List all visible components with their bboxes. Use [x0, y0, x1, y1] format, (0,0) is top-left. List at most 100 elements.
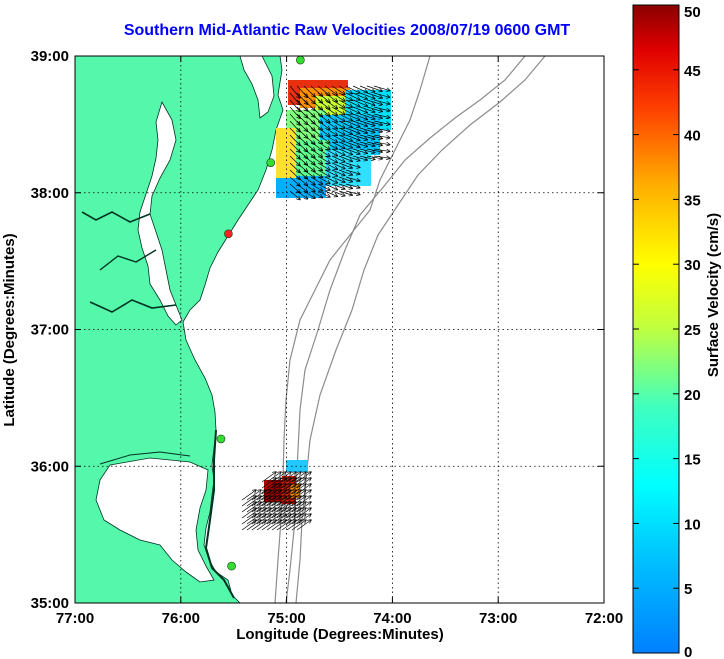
velocity-arrow	[246, 508, 261, 519]
velocity-arrow	[310, 162, 322, 171]
velocity-arrow	[246, 520, 261, 531]
velocity-arrow	[271, 472, 286, 483]
velocity-arrow	[276, 478, 291, 489]
station-markers	[216, 56, 305, 571]
velocity-arrow	[324, 190, 337, 196]
station-marker	[224, 229, 233, 239]
velocity-arrow	[271, 490, 286, 501]
velocity-arrow	[281, 520, 296, 531]
velocity-arrow	[338, 162, 352, 168]
x-axis-label: Longitude (Degrees:Minutes)	[236, 626, 444, 643]
rappahannock-river	[99, 249, 157, 271]
velocity-arrow	[251, 496, 266, 507]
colorbar-tick-label: 25	[684, 322, 701, 339]
velocity-arrow	[261, 502, 276, 513]
velocity-arrow	[286, 508, 301, 519]
velocity-arrow	[331, 183, 345, 189]
velocity-arrow	[261, 520, 276, 531]
velocity-arrow	[317, 85, 330, 96]
velocity-arrow	[373, 156, 390, 158]
velocity-arrow	[359, 120, 375, 126]
velocity-arrow	[291, 484, 306, 495]
velocity-arrow	[366, 99, 382, 105]
velocity-arrow	[359, 155, 375, 159]
y-tick-label: 36:00	[31, 458, 69, 475]
velocity-arrow	[338, 85, 352, 94]
velocity-arrow	[359, 127, 375, 132]
velocity-arrow	[310, 127, 322, 137]
velocity-arrow	[296, 472, 311, 483]
map-title: Southern Mid-Atlantic Raw Velocities 200…	[123, 22, 571, 39]
velocity-arrow	[317, 99, 330, 109]
velocity-arrow	[296, 190, 307, 199]
velocity-arrow	[291, 502, 306, 513]
velocity-arrow	[352, 85, 367, 92]
delaware-bay	[239, 56, 275, 119]
velocity-arrow	[310, 134, 322, 144]
velocity-arrow	[296, 155, 307, 165]
velocity-arrow	[345, 120, 360, 127]
velocity-arrow	[338, 99, 352, 107]
map-grid	[75, 56, 604, 603]
velocity-arrow	[324, 155, 337, 163]
velocity-arrow	[366, 85, 382, 91]
colorbar-ticks: 0 5 10 15 20 25 30 35 40 45 50	[633, 4, 701, 659]
velocity-arrow	[286, 490, 301, 501]
velocity-arrow	[276, 490, 291, 501]
velocity-arrow	[338, 148, 352, 155]
velocity-arrow	[324, 176, 337, 183]
y-tick-label: 35:00	[31, 595, 69, 612]
velocity-arrow	[317, 155, 330, 163]
velocity-arrow	[291, 472, 306, 483]
velocity-arrow	[303, 176, 315, 185]
velocity-arrow	[317, 183, 330, 190]
velocity-arrow	[296, 496, 311, 507]
station-marker	[216, 434, 226, 444]
velocity-arrow	[310, 155, 322, 164]
y-tick-label: 39:00	[31, 48, 69, 65]
velocity-arrow	[266, 490, 281, 501]
velocity-arrow	[331, 169, 345, 175]
velocity-arrow	[331, 176, 345, 182]
colorbar-tick-label: 10	[684, 516, 701, 533]
velocity-arrow	[310, 176, 322, 184]
velocity-arrow	[256, 508, 271, 519]
velocity-arrow	[331, 127, 345, 135]
velocity-arrow	[338, 92, 352, 100]
velocity-arrow	[366, 113, 382, 118]
velocity-arrow	[324, 120, 337, 129]
colorbar-tick-label: 40	[684, 128, 701, 145]
velocity-arrow	[266, 484, 281, 495]
y-axis-label: Latitude (Degrees:Minutes)	[1, 233, 18, 426]
velocity-arrow	[366, 120, 382, 125]
velocity-arrow	[289, 92, 300, 105]
colorbar-tick-label: 5	[684, 581, 692, 598]
velocity-arrow	[256, 514, 271, 525]
velocity-arrow	[286, 502, 301, 513]
velocity-arrow	[261, 484, 276, 495]
velocity-arrow	[296, 490, 311, 501]
velocity-arrow	[310, 85, 322, 96]
velocity-arrow	[271, 496, 286, 507]
velocity-arrow	[276, 514, 291, 525]
velocity-arrow	[317, 127, 330, 136]
velocity-arrow	[310, 169, 322, 177]
velocity-arrow	[261, 478, 276, 489]
colorbar	[632, 4, 680, 654]
velocity-arrow	[352, 92, 367, 99]
james-river	[89, 299, 177, 313]
velocity-arrow	[266, 472, 281, 483]
velocity-arrow	[266, 496, 281, 507]
velocity-arrow	[281, 472, 296, 483]
velocity-arrow	[338, 176, 352, 182]
velocity-arrow	[296, 183, 307, 192]
velocity-arrow	[317, 92, 330, 102]
velocity-arrow	[256, 496, 271, 507]
velocity-arrow	[317, 120, 330, 129]
outer-banks	[204, 429, 235, 599]
velocity-arrow	[296, 162, 307, 172]
velocity-arrow	[303, 162, 315, 171]
velocity-arrow	[331, 141, 345, 148]
velocity-arrow	[345, 113, 360, 120]
